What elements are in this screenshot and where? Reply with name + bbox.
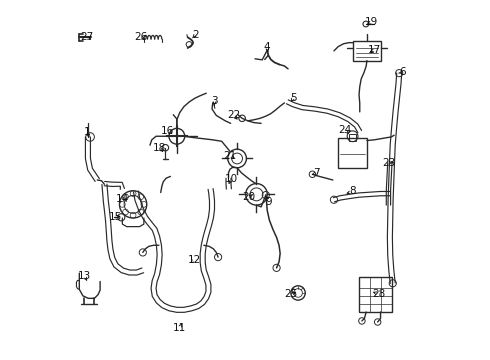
Text: 4: 4 [264, 42, 270, 52]
Text: 24: 24 [338, 125, 351, 135]
Text: 7: 7 [314, 168, 320, 178]
Text: 3: 3 [211, 96, 218, 106]
Text: 12: 12 [188, 255, 201, 265]
Text: 23: 23 [382, 158, 395, 168]
Text: 18: 18 [153, 143, 166, 153]
Text: 1: 1 [84, 127, 91, 136]
Text: 22: 22 [227, 111, 240, 121]
Text: 5: 5 [290, 93, 297, 103]
Bar [338, 138, 367, 168]
Text: 14: 14 [116, 194, 129, 204]
Text: 15: 15 [109, 212, 122, 221]
Text: 16: 16 [161, 126, 174, 135]
Text: 8: 8 [349, 186, 356, 197]
Text: 26: 26 [134, 32, 147, 42]
Text: 10: 10 [225, 174, 238, 184]
Text: 19: 19 [365, 17, 378, 27]
Bar [349, 134, 356, 140]
Text: 13: 13 [78, 271, 91, 281]
Text: 28: 28 [372, 289, 385, 299]
Text: 9: 9 [265, 197, 271, 207]
Text: 17: 17 [368, 45, 381, 55]
Bar [359, 277, 392, 312]
Bar [353, 41, 381, 60]
Text: 6: 6 [399, 67, 406, 77]
Text: 2: 2 [192, 30, 199, 40]
Text: 25: 25 [284, 289, 297, 299]
Text: 21: 21 [223, 150, 237, 161]
Text: 11: 11 [173, 323, 186, 333]
Text: 27: 27 [80, 32, 93, 42]
Text: 20: 20 [242, 192, 255, 202]
